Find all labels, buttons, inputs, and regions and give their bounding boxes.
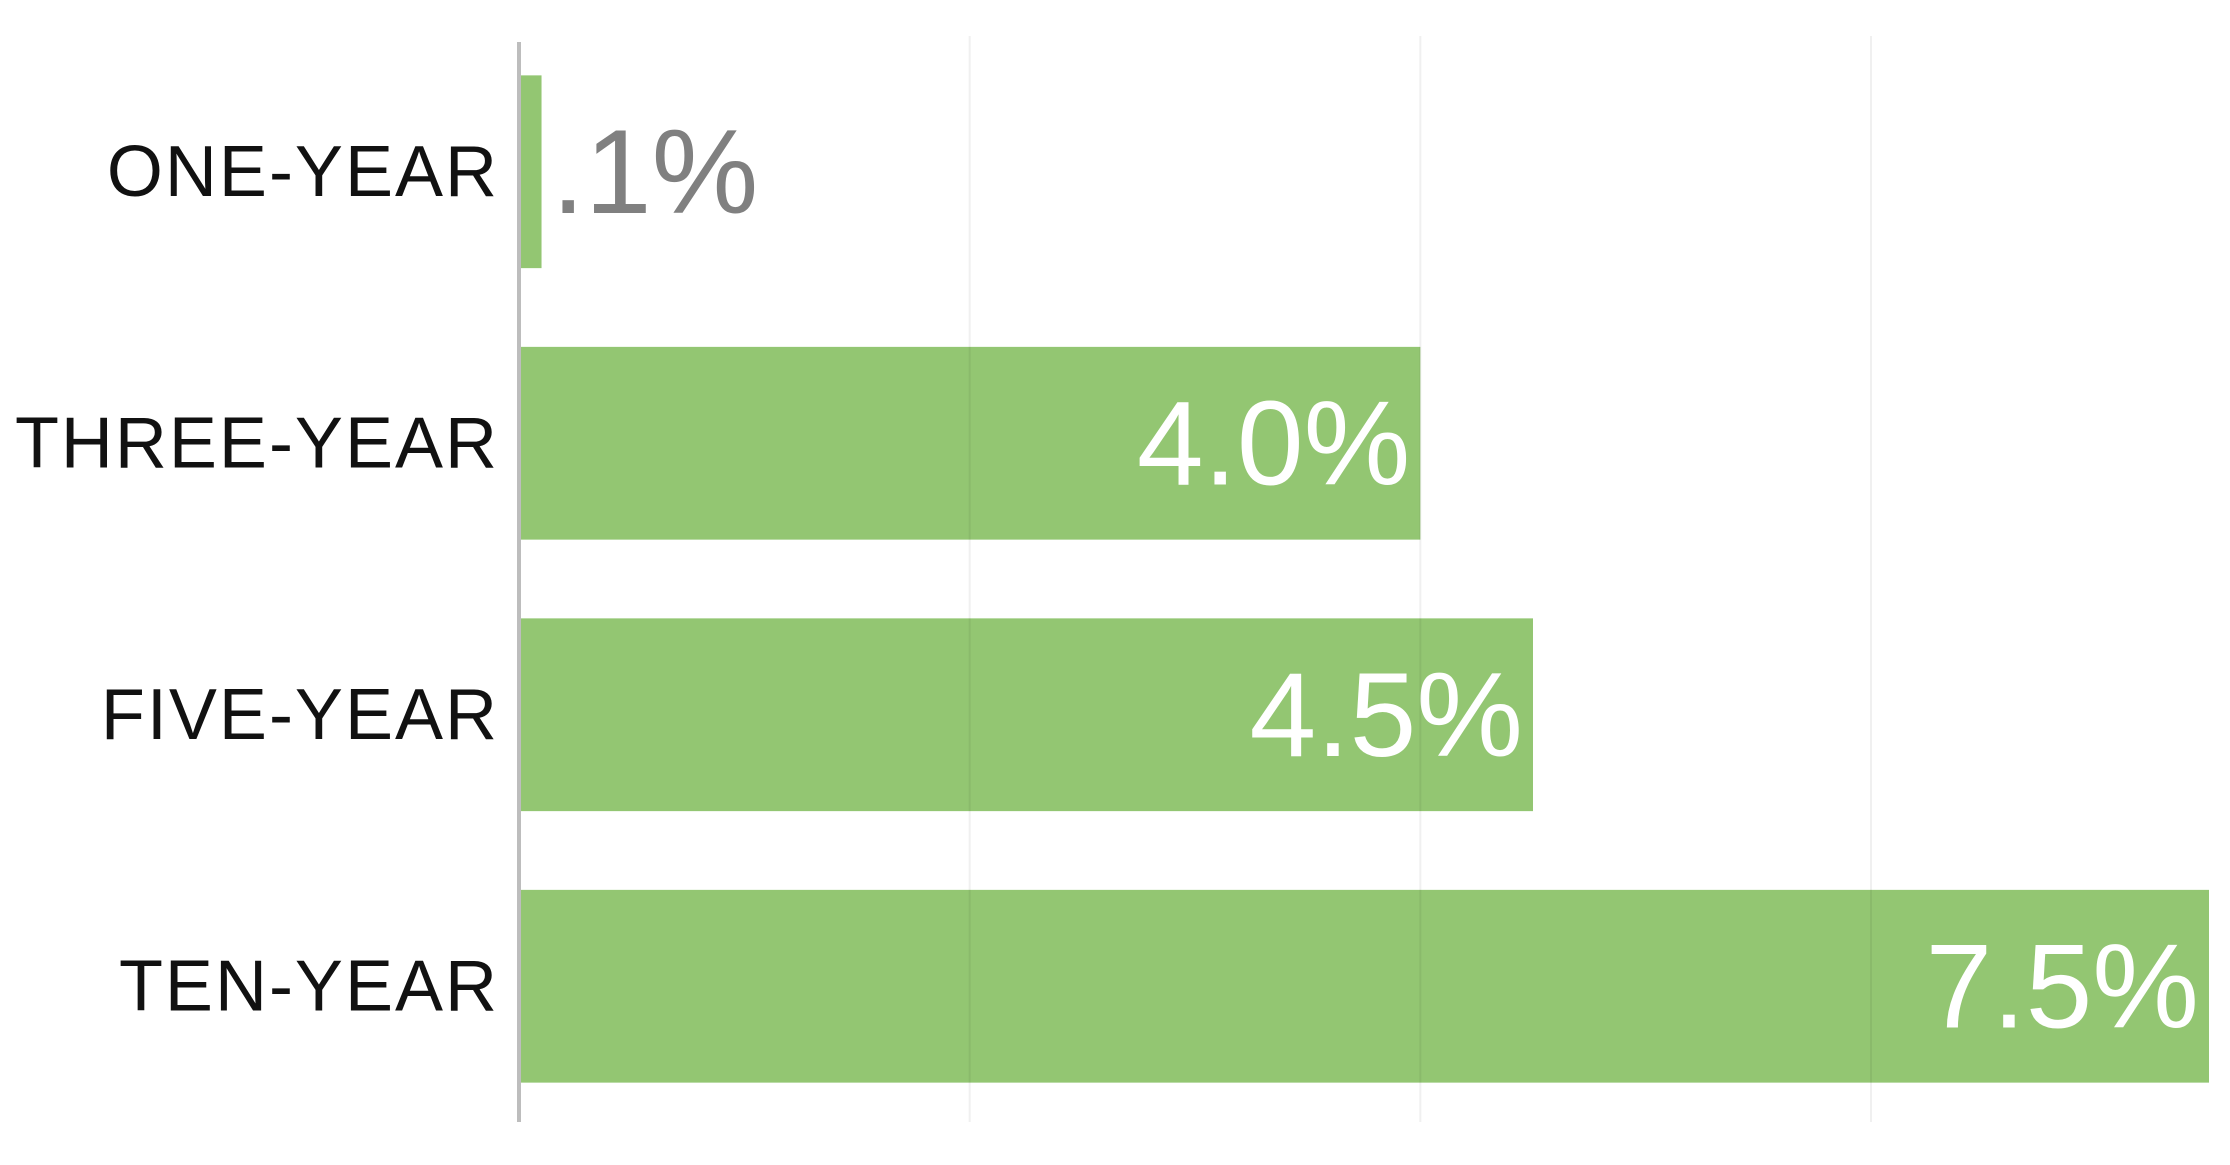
value-label: 4.0% [1137, 376, 1411, 510]
bar [519, 889, 2209, 1083]
value-label: 7.5% [1925, 919, 2199, 1053]
bar [519, 75, 542, 269]
category-label: FIVE-YEAR [101, 675, 499, 755]
value-label: 4.5% [1249, 648, 1523, 782]
value-label: .1% [552, 105, 759, 239]
category-label: ONE-YEAR [107, 132, 499, 212]
category-label: TEN-YEAR [119, 946, 499, 1026]
category-label: THREE-YEAR [15, 403, 499, 483]
bar [519, 346, 1421, 540]
bar [519, 618, 1533, 812]
